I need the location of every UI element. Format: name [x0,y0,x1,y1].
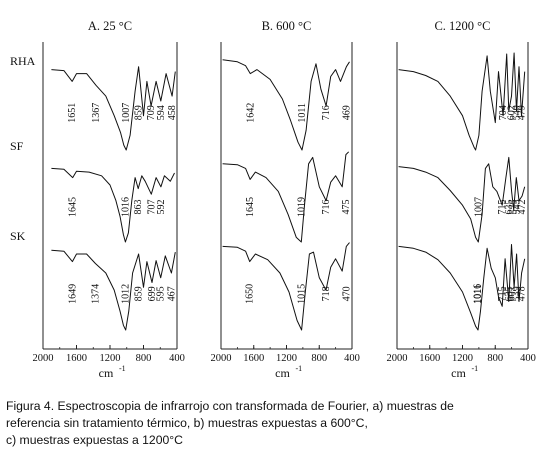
peak-label: 1651 [67,103,78,123]
peak-label: 1645 [68,197,79,217]
x-tick-label: 2000 [33,353,54,364]
spectrum-line-sf [51,167,175,243]
row-label-sk: SK [10,229,26,243]
peak-label: 470 [341,286,352,301]
spectrum-line-rha [398,52,526,151]
x-tick-label: 400 [520,353,536,364]
peak-label: 1649 [67,284,78,304]
x-tick-label: 1200 [452,353,473,364]
peak-label: 716 [321,105,332,120]
peak-label: 1645 [245,197,256,217]
x-tick-label: 800 [487,353,503,364]
peak-label: 1007 [121,103,132,123]
panel-title: C. 1200 °C [434,19,490,33]
peak-label: 469 [341,105,352,120]
peak-label: 1012 [121,284,132,304]
x-axis-label: cm [99,366,114,380]
peak-label: 718 [321,286,332,301]
peak-label: 635 [504,286,515,301]
x-tick-label: 2000 [211,353,232,364]
peak-label: 1367 [91,103,102,123]
figure-caption: Figura 4. Espectroscopia de infrarrojo c… [6,398,546,449]
row-label-sf: SF [10,139,24,153]
caption-line-2: referencia sin tratamiento térmico, b) m… [6,416,368,430]
peak-label: 704 [498,105,509,120]
peak-label: 539 [512,286,523,301]
peak-label: 1642 [245,103,256,123]
peak-label: 1007 [473,197,484,217]
x-tick-label: 1600 [243,353,264,364]
peak-label: 1016 [120,197,131,217]
peak-label: 1019 [296,197,307,217]
spectrum-line-sk [51,249,176,331]
peak-label: 479 [517,105,528,120]
x-tick-label: 2000 [387,353,408,364]
peak-label: 594 [156,105,167,120]
peak-label: 1011 [473,284,484,304]
peak-label: 475 [341,200,352,215]
peak-label: 715 [497,286,508,301]
peak-label: 863 [133,200,144,215]
spectrum-line-rha [222,59,350,151]
peak-label: 707 [146,200,157,215]
peak-label: 595 [156,286,167,301]
spectrum-line-sf [222,151,350,243]
peak-label: 472 [517,200,528,215]
peak-label: 1015 [297,284,308,304]
row-label-rha: RHA [10,54,36,68]
caption-line-3: c) muestras expuestas a 1200°C [6,433,183,447]
peak-label: 859 [134,286,145,301]
x-axis-label-superscript: -1 [296,364,303,373]
x-axis-label-superscript: -1 [472,364,479,373]
peak-label: 601 [507,286,518,301]
x-tick-label: 1600 [66,353,87,364]
peak-label: 1011 [297,103,308,123]
x-tick-label: 1200 [100,353,121,364]
peak-label: 1650 [245,284,256,304]
spectrum-line-sf [398,156,526,243]
x-tick-label: 1600 [419,353,440,364]
peak-label: 709 [146,105,157,120]
x-tick-label: 400 [169,353,185,364]
x-axis-label-superscript: -1 [119,364,126,373]
x-tick-label: 800 [311,353,327,364]
peak-label: 467 [166,286,177,301]
peak-label: 716 [321,200,332,215]
peak-label: 543 [511,200,522,215]
caption-line-1: Figura 4. Espectroscopia de infrarrojo c… [6,399,454,413]
x-axis-label: cm [275,366,290,380]
panel-title: B. 600 °C [262,19,312,33]
x-tick-label: 1200 [276,353,297,364]
peak-label: 592 [156,200,167,215]
peak-label: 1374 [90,284,101,304]
x-axis-label: cm [451,366,466,380]
peak-label: 458 [167,105,178,120]
peak-label: 635 [504,200,515,215]
peak-label: 575 [509,200,520,215]
peak-label: 478 [517,286,528,301]
spectrum-line-rha [51,66,176,151]
peak-label: 699 [147,286,158,301]
peak-label: 602 [507,105,518,120]
spectrum-line-sk [398,244,526,331]
peak-label: 859 [134,105,145,120]
x-tick-label: 400 [344,353,360,364]
peak-label: 1016 [473,284,484,304]
peak-label: 540 [512,105,523,120]
x-tick-label: 800 [136,353,152,364]
spectrum-line-sk [222,242,350,331]
panel-title: A. 25 °C [88,19,132,33]
peak-label: 715 [497,200,508,215]
